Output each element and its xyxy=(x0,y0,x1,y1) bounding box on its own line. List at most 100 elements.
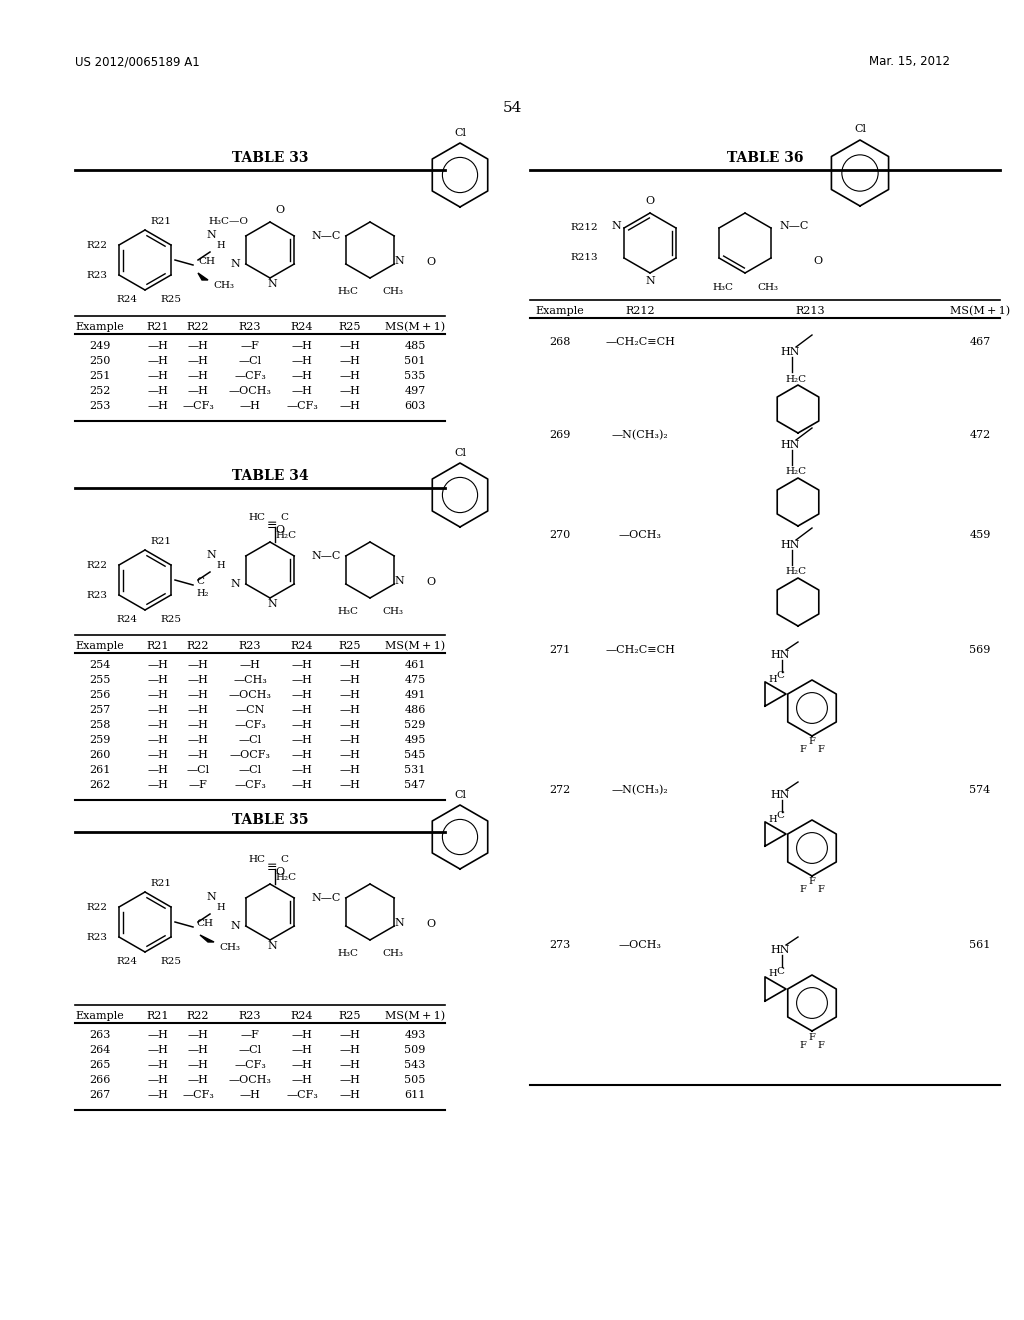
Text: —OCF₃: —OCF₃ xyxy=(229,750,270,760)
Text: H: H xyxy=(769,814,777,824)
Text: Cl: Cl xyxy=(454,789,466,800)
Text: —H: —H xyxy=(147,1074,168,1085)
Text: —H: —H xyxy=(147,1090,168,1100)
Text: —H: —H xyxy=(292,341,312,351)
Text: —H: —H xyxy=(147,719,168,730)
Text: —H: —H xyxy=(340,705,360,715)
Text: R24: R24 xyxy=(291,642,313,651)
Text: MS(M + 1): MS(M + 1) xyxy=(385,640,445,651)
Text: O: O xyxy=(275,867,284,876)
Text: —H: —H xyxy=(292,690,312,700)
Text: C: C xyxy=(776,672,784,681)
Text: —H: —H xyxy=(147,675,168,685)
Text: —Cl: —Cl xyxy=(239,356,261,366)
Text: Example: Example xyxy=(76,1011,124,1020)
Text: —H: —H xyxy=(340,1045,360,1055)
Text: R23: R23 xyxy=(239,322,261,333)
Text: —H: —H xyxy=(340,780,360,789)
Text: 547: 547 xyxy=(404,780,426,789)
Text: R24: R24 xyxy=(116,296,137,305)
Text: O: O xyxy=(813,256,822,267)
Text: 270: 270 xyxy=(549,531,570,540)
Text: —H: —H xyxy=(147,341,168,351)
Text: —Cl: —Cl xyxy=(239,1045,261,1055)
Text: —H: —H xyxy=(292,385,312,396)
Text: C: C xyxy=(280,855,288,865)
Text: R213: R213 xyxy=(570,253,598,263)
Text: 263: 263 xyxy=(89,1030,111,1040)
Text: F: F xyxy=(800,746,807,755)
Text: CH₃: CH₃ xyxy=(213,281,234,290)
Text: 486: 486 xyxy=(404,705,426,715)
Text: Cl: Cl xyxy=(854,124,866,135)
Text: H₂C: H₂C xyxy=(785,467,806,477)
Text: N: N xyxy=(230,921,241,931)
Text: N: N xyxy=(394,256,404,267)
Text: 265: 265 xyxy=(89,1060,111,1071)
Text: —H: —H xyxy=(292,719,312,730)
Text: TABLE 35: TABLE 35 xyxy=(231,813,308,828)
Text: —H: —H xyxy=(340,675,360,685)
Text: 493: 493 xyxy=(404,1030,426,1040)
Text: 269: 269 xyxy=(549,430,570,440)
Text: N—C: N—C xyxy=(779,220,808,231)
Text: 545: 545 xyxy=(404,750,426,760)
Text: CH₃: CH₃ xyxy=(382,949,403,958)
Text: —H: —H xyxy=(292,705,312,715)
Text: —H: —H xyxy=(340,1060,360,1071)
Text: —H: —H xyxy=(340,341,360,351)
Text: —H: —H xyxy=(187,750,209,760)
Text: —H: —H xyxy=(340,1090,360,1100)
Text: H₃C: H₃C xyxy=(712,282,733,292)
Text: N: N xyxy=(230,579,241,589)
Text: —OCH₃: —OCH₃ xyxy=(228,1074,271,1085)
Text: 485: 485 xyxy=(404,341,426,351)
Text: —H: —H xyxy=(187,341,209,351)
Text: CH₃: CH₃ xyxy=(219,944,240,953)
Text: H₂C: H₂C xyxy=(785,568,806,577)
Text: R25: R25 xyxy=(160,957,181,966)
Text: —Cl: —Cl xyxy=(186,766,210,775)
Text: —H: —H xyxy=(340,385,360,396)
Text: —H: —H xyxy=(187,690,209,700)
Text: N: N xyxy=(230,259,241,269)
Text: N—C: N—C xyxy=(311,550,341,561)
Text: H: H xyxy=(216,240,224,249)
Text: —H: —H xyxy=(240,401,260,411)
Text: US 2012/0065189 A1: US 2012/0065189 A1 xyxy=(75,55,200,69)
Text: —H: —H xyxy=(292,1074,312,1085)
Text: —CF₃: —CF₃ xyxy=(182,401,214,411)
Text: —H: —H xyxy=(340,735,360,744)
Text: HN: HN xyxy=(770,649,790,660)
Text: 266: 266 xyxy=(89,1074,111,1085)
Text: —H: —H xyxy=(240,1090,260,1100)
Text: —H: —H xyxy=(340,750,360,760)
Text: —CF₃: —CF₃ xyxy=(286,1090,317,1100)
Text: TABLE 34: TABLE 34 xyxy=(231,469,308,483)
Text: H₃C—O: H₃C—O xyxy=(208,218,248,227)
Text: 272: 272 xyxy=(549,785,570,795)
Text: 472: 472 xyxy=(970,430,990,440)
Text: 611: 611 xyxy=(404,1090,426,1100)
Text: —H: —H xyxy=(292,371,312,381)
Text: O: O xyxy=(275,525,284,535)
Text: —CF₃: —CF₃ xyxy=(234,719,266,730)
Text: F: F xyxy=(817,886,824,895)
Text: 529: 529 xyxy=(404,719,426,730)
Text: C: C xyxy=(776,966,784,975)
Text: 250: 250 xyxy=(89,356,111,366)
Text: —CH₂C≡CH: —CH₂C≡CH xyxy=(605,337,675,347)
Text: —H: —H xyxy=(292,750,312,760)
Text: —H: —H xyxy=(340,690,360,700)
Text: F: F xyxy=(809,878,815,887)
Text: —H: —H xyxy=(187,705,209,715)
Text: —H: —H xyxy=(147,1060,168,1071)
Text: C: C xyxy=(776,812,784,821)
Text: —H: —H xyxy=(292,675,312,685)
Text: —H: —H xyxy=(340,1074,360,1085)
Text: H₃C: H₃C xyxy=(337,288,358,297)
Text: N: N xyxy=(611,220,621,231)
Text: H: H xyxy=(216,903,224,912)
Text: 258: 258 xyxy=(89,719,111,730)
Text: 495: 495 xyxy=(404,735,426,744)
